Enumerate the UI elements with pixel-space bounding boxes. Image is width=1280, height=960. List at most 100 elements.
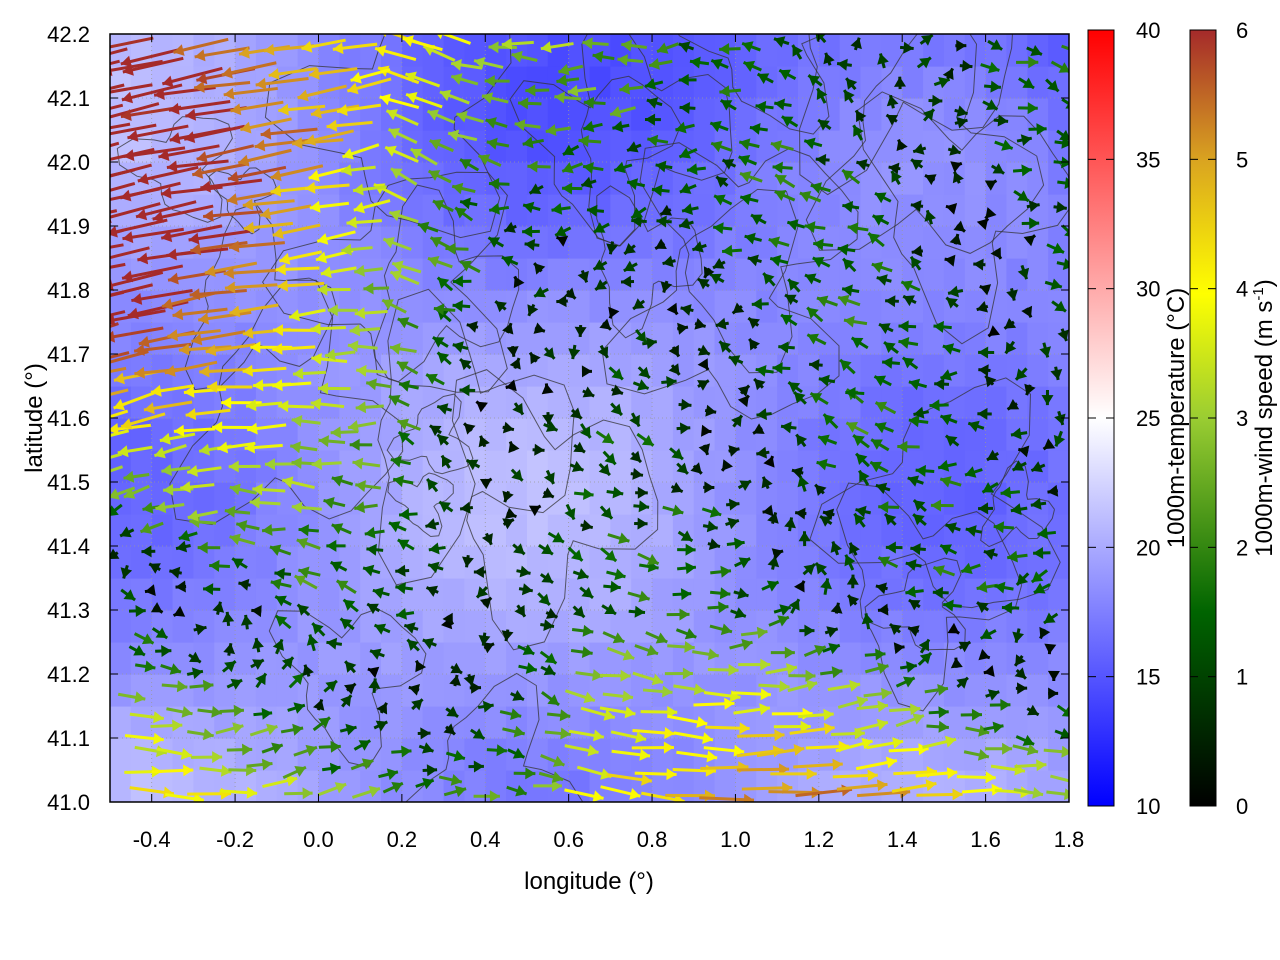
wind-vector-head	[120, 109, 132, 121]
wind-vector-head	[330, 426, 341, 439]
wind-vector-head	[460, 501, 471, 514]
wind-vector-head	[570, 407, 582, 419]
temperature-cell	[547, 546, 570, 579]
wind-vector-head	[910, 703, 921, 716]
wind-vector-head	[437, 277, 450, 289]
temperature-cell	[589, 642, 611, 675]
x-tick-label: 0.2	[387, 827, 418, 852]
x-axis-label: longitude (°)	[524, 868, 654, 895]
wind-vector-head	[842, 284, 853, 297]
temperature-cell	[485, 258, 507, 291]
temperature-cell	[422, 482, 445, 515]
wind-vector-head	[140, 522, 152, 534]
wind-vector-head	[1010, 427, 1022, 440]
wind-vector-head	[264, 458, 275, 471]
temperature-cell	[568, 226, 591, 259]
temperature-cell	[360, 706, 382, 739]
wind-vector-head	[452, 300, 463, 312]
wind-vector-head	[60, 68, 71, 80]
wind-vector-head	[399, 380, 411, 392]
wind-vector-head	[806, 767, 817, 780]
contour-line	[509, 75, 682, 247]
wind-vector-head	[150, 384, 162, 397]
wind-vector-head	[189, 288, 201, 301]
wind-vector-head	[173, 44, 185, 56]
wind-vector-head	[249, 496, 260, 509]
wind-vector-head	[1053, 434, 1066, 447]
wind-vector-head	[451, 59, 462, 71]
wind-vector-head	[432, 337, 445, 348]
wind-vector-head	[368, 785, 380, 798]
temperature-cell	[485, 418, 507, 451]
wind-vector-head	[965, 466, 977, 478]
wind-vector-head	[120, 567, 133, 579]
wind-vector-head	[261, 758, 273, 771]
temperature-cell	[526, 226, 549, 259]
wind-vector-head	[239, 46, 250, 59]
wind-vector-head	[846, 422, 858, 433]
wind-vector-head	[990, 247, 1001, 259]
temperature-cell	[777, 226, 799, 259]
wind-vector-head	[779, 763, 790, 776]
wind-vector-head	[304, 181, 316, 194]
wind-vector-head	[427, 109, 440, 121]
wind-vector-shaft	[161, 66, 223, 86]
wind-vector-head	[756, 408, 767, 421]
wind-vector-head	[720, 565, 731, 578]
temperature-cell	[756, 130, 778, 163]
temperature-cell	[777, 386, 799, 419]
temperature-cell	[839, 162, 862, 195]
temperature-cell	[568, 354, 591, 387]
temperature-cell	[672, 418, 695, 451]
wind-vector-head	[533, 322, 545, 334]
wind-vector-head	[260, 207, 272, 220]
wind-vector-head	[772, 362, 783, 375]
temperature-cell	[693, 194, 716, 227]
wind-vector-head	[246, 786, 258, 799]
temperature-cell	[422, 450, 445, 483]
wind-vector-head	[956, 116, 968, 129]
temperature-cell	[985, 706, 1008, 739]
temperature-cell	[652, 386, 674, 419]
wind-vector-head	[749, 123, 761, 135]
temperature-cell	[1006, 674, 1028, 707]
wind-vector-head	[930, 499, 941, 512]
wind-vector-head	[690, 56, 701, 69]
wind-vector-head	[711, 140, 723, 153]
wind-vector-head	[252, 638, 264, 649]
wind-vector-head	[513, 543, 525, 555]
wind-vector-head	[823, 708, 834, 721]
wind-vector-head	[1010, 503, 1022, 516]
wind-vector-head	[993, 521, 1005, 534]
wind-vector-head	[459, 384, 470, 397]
wind-vector-shaft	[1061, 44, 1069, 51]
wind-vector-head	[774, 190, 787, 201]
wind-vector-head	[956, 677, 968, 689]
wind-vector-head	[152, 211, 164, 223]
temperature-cell	[110, 706, 132, 739]
temperature-cell	[318, 322, 340, 355]
wind-vector-head	[778, 341, 789, 354]
wind-vector-head	[275, 263, 286, 276]
wind-vector-head	[875, 648, 886, 661]
wind-vector-head	[1005, 341, 1017, 354]
temperature-cell	[839, 322, 862, 355]
wind-vector-head	[450, 662, 462, 674]
wind-vector-head	[788, 382, 801, 393]
wind-vector-head	[268, 68, 280, 80]
wind-vector-head	[722, 159, 735, 170]
wind-vector-head	[279, 253, 291, 265]
temperature-cell	[110, 770, 132, 802]
wind-vector-head	[851, 337, 864, 349]
wind-vector-head	[184, 131, 196, 143]
temperature-cell	[339, 642, 361, 675]
temperature-cell	[339, 706, 361, 739]
x-tick-label: -0.4	[133, 827, 171, 852]
wind-vector-head	[155, 627, 168, 638]
wind-vector-head	[232, 722, 244, 734]
wind-vector-head	[982, 482, 995, 493]
temperature-cell	[422, 514, 445, 547]
contour-line	[677, 34, 830, 135]
wind-vector-head	[803, 564, 815, 576]
wind-vector-head	[635, 731, 647, 744]
